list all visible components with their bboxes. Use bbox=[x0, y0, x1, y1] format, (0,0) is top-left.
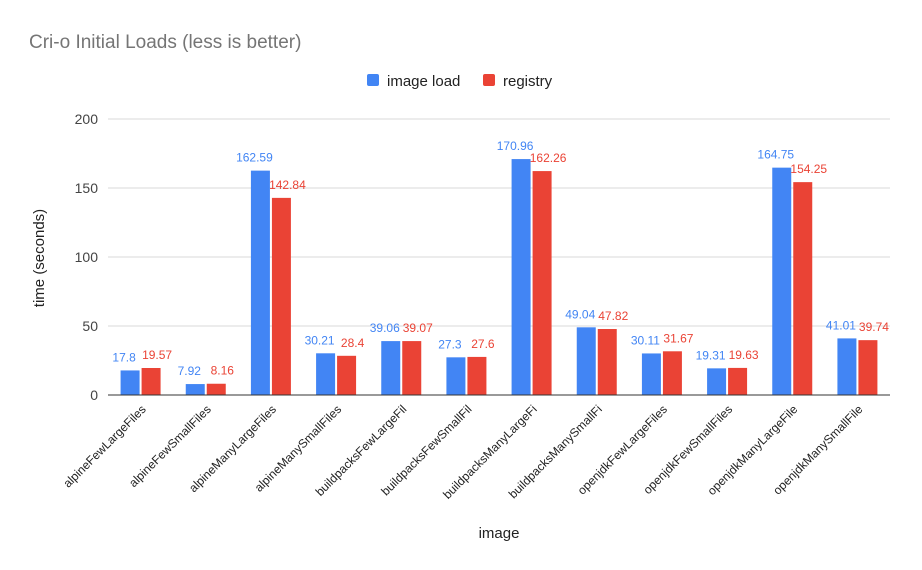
data-label-image-load: 49.04 bbox=[565, 307, 595, 321]
data-label-registry: 142.84 bbox=[269, 178, 306, 192]
data-label-image-load: 17.8 bbox=[112, 350, 136, 364]
bar-image-load bbox=[120, 370, 140, 395]
data-labels: 17.8 19.57 7.92 8.16 162.59 142.84 30.21 28.4 39… bbox=[112, 139, 889, 378]
data-label-image-load: 7.92 bbox=[178, 364, 202, 378]
bar-image-load bbox=[381, 341, 401, 395]
data-label-image-load: 170.96 bbox=[497, 139, 534, 153]
bar-registry bbox=[532, 171, 552, 395]
bar-image-load bbox=[772, 167, 792, 395]
bar-registry bbox=[858, 340, 878, 395]
bar-image-load bbox=[576, 327, 596, 395]
y-axis-ticks: 0 50 100 150 200 bbox=[75, 111, 99, 403]
legend-swatch-registry bbox=[483, 74, 495, 86]
y-axis-title: time (seconds) bbox=[31, 209, 48, 307]
bar-registry bbox=[271, 197, 291, 395]
data-label-image-load: 41.01 bbox=[826, 318, 856, 332]
legend-label-registry: registry bbox=[503, 73, 553, 90]
bar-registry bbox=[662, 351, 682, 395]
data-label-registry: 31.67 bbox=[663, 331, 693, 345]
data-label-image-load: 162.59 bbox=[236, 151, 273, 165]
bars bbox=[120, 159, 878, 395]
bar-registry bbox=[467, 356, 487, 395]
legend-label-image-load: image load bbox=[387, 73, 460, 90]
bar-image-load bbox=[250, 170, 270, 395]
data-label-registry: 39.74 bbox=[859, 320, 889, 334]
data-label-image-load: 30.11 bbox=[631, 333, 660, 347]
bar-registry bbox=[402, 341, 422, 395]
bar-image-load bbox=[707, 368, 727, 395]
bar-image-load bbox=[185, 384, 205, 395]
bar-image-load bbox=[316, 353, 336, 395]
gridlines bbox=[108, 118, 890, 327]
data-label-registry: 162.26 bbox=[530, 151, 567, 165]
bar-image-load bbox=[641, 353, 661, 395]
bar-registry bbox=[206, 383, 226, 395]
legend-swatch-image-load bbox=[367, 74, 379, 86]
data-label-image-load: 39.06 bbox=[370, 321, 400, 335]
data-label-registry: 28.4 bbox=[341, 336, 365, 350]
data-label-image-load: 27.3 bbox=[438, 337, 462, 351]
bar-registry bbox=[337, 355, 357, 395]
data-label-registry: 19.63 bbox=[729, 348, 759, 362]
x-axis-title: image bbox=[479, 525, 520, 542]
data-label-registry: 47.82 bbox=[598, 309, 628, 323]
bar-registry bbox=[597, 329, 617, 395]
bar-image-load bbox=[446, 357, 466, 395]
data-label-image-load: 30.21 bbox=[305, 333, 335, 347]
y-tick-label: 100 bbox=[75, 249, 99, 265]
chart-title: Cri-o Initial Loads (less is better) bbox=[29, 32, 301, 53]
y-tick-label: 50 bbox=[82, 318, 98, 334]
data-label-registry: 19.57 bbox=[142, 348, 172, 362]
data-label-registry: 39.07 bbox=[403, 321, 433, 335]
data-label-registry: 154.25 bbox=[790, 162, 827, 176]
data-label-registry: 8.16 bbox=[211, 364, 235, 378]
data-label-image-load: 19.31 bbox=[696, 348, 726, 362]
bar-image-load bbox=[511, 159, 531, 395]
bar-registry bbox=[793, 182, 813, 395]
legend: image load registry bbox=[367, 73, 553, 90]
y-tick-label: 150 bbox=[75, 180, 99, 196]
data-label-image-load: 164.75 bbox=[757, 148, 794, 162]
data-label-registry: 27.6 bbox=[471, 337, 495, 351]
bar-image-load bbox=[837, 338, 857, 395]
bar-registry bbox=[141, 367, 161, 395]
y-tick-label: 0 bbox=[90, 387, 98, 403]
y-tick-label: 200 bbox=[75, 111, 99, 127]
bar-registry bbox=[728, 367, 748, 395]
